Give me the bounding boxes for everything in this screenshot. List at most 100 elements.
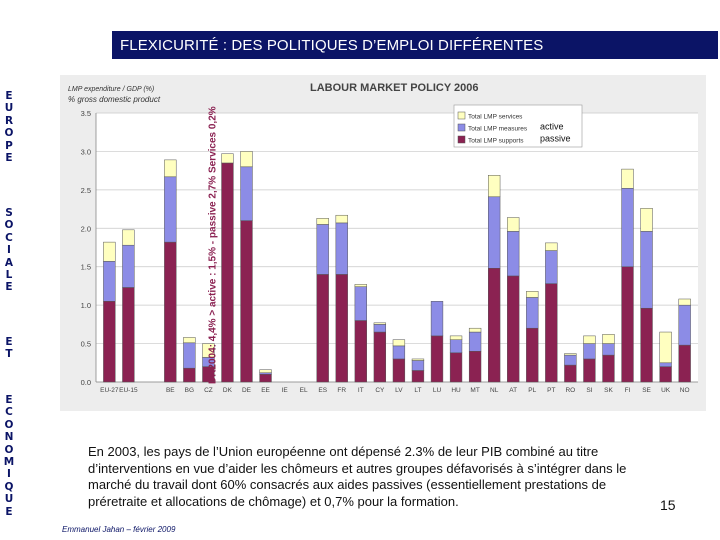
legend-passive-label: passive [540, 134, 571, 144]
side-letter: R [4, 114, 14, 127]
bar-measures [392, 345, 406, 360]
x-tick-label: SI [586, 387, 592, 394]
bar-services [526, 291, 539, 298]
bar-supports [583, 358, 596, 383]
bar-supports [468, 351, 482, 383]
legend-label: Total LMP services [468, 114, 523, 121]
x-tick-label: FI [625, 387, 631, 394]
y-tick-label: 3.0 [81, 147, 91, 156]
bar-measures [354, 286, 367, 321]
bar-supports [602, 354, 615, 383]
x-tick-label: AT [509, 387, 517, 394]
bar-measures [103, 261, 116, 302]
x-tick-label: LU [433, 387, 442, 394]
side-letter: C [5, 231, 13, 244]
bar-measures [468, 331, 482, 352]
legend-label: Total LMP supports [468, 138, 524, 145]
y-tick-label: 1.5 [81, 263, 91, 272]
bar-supports [335, 274, 348, 383]
x-tick-label: EE [261, 387, 270, 394]
legend-box [453, 104, 583, 148]
x-tick-label: IE [282, 387, 289, 394]
bar-measures [335, 222, 348, 275]
y-tick-label: 2.0 [81, 224, 91, 233]
x-tick-label: UK [661, 387, 671, 394]
bar-services [183, 337, 196, 344]
x-tick-label: RO [565, 387, 575, 394]
chart-svg: 0.0 0.5 1.0 1.5 2.0 2.5 3.0 3.5 LMP expenditure … [60, 75, 706, 411]
bar-services [354, 284, 367, 287]
x-tick-label: DE [242, 387, 252, 394]
bar-services [545, 242, 558, 251]
x-tick-label: NL [490, 387, 499, 394]
bar-measures [507, 231, 520, 277]
bar-supports [221, 162, 234, 383]
legend-swatch [457, 111, 466, 120]
side-letter: L [5, 269, 13, 282]
bar-supports [354, 320, 367, 383]
bar-services [640, 208, 653, 232]
bar-supports [564, 364, 577, 383]
bar-services [449, 335, 463, 340]
bar-supports [122, 287, 135, 383]
x-tick-label: DK [223, 387, 233, 394]
x-tick-label: BE [166, 387, 175, 394]
y-tick-label: 0.0 [81, 378, 91, 387]
bar-measures [430, 301, 444, 337]
bar-supports [659, 366, 672, 383]
x-tick-label: CY [375, 387, 385, 394]
side-letter: O [4, 219, 14, 232]
page-number: 15 [660, 497, 676, 513]
author-credit: Emmanuel Jahan – février 2009 [62, 525, 176, 534]
slide-title-bar: FLEXICURITÉ : DES POLITIQUES D’EMPLOI DI… [112, 31, 718, 59]
y-tick-label: 3.5 [81, 109, 91, 118]
legend-active-label: active [540, 122, 564, 132]
bar-supports [526, 327, 539, 383]
bar-measures [545, 250, 558, 284]
side-letter: I [7, 468, 11, 481]
bar-measures [621, 188, 634, 267]
bar-services [259, 369, 272, 374]
side-letter: U [4, 102, 14, 115]
y-tick-label: 2.5 [81, 186, 91, 195]
bar-supports [488, 268, 501, 383]
bar-services [392, 339, 406, 347]
y-axis-label-primary: LMP expenditure / GDP (%) [68, 86, 154, 93]
side-letter: O [4, 443, 14, 456]
side-letter: U [4, 493, 14, 506]
bar-measures [488, 196, 501, 269]
y-tick-label: 1.0 [81, 301, 91, 310]
chart-title: LABOUR MARKET POLICY 2006 [310, 82, 479, 94]
x-tick-label: LV [395, 387, 403, 394]
x-tick-label: IT [358, 387, 364, 394]
bar-supports [678, 344, 691, 383]
x-tick-label: PL [528, 387, 536, 394]
x-tick-label: MT [470, 387, 479, 394]
bar-services [335, 214, 348, 224]
side-letter: T [5, 348, 13, 361]
bar-supports [183, 367, 196, 383]
bar-supports [621, 266, 634, 383]
bar-measures [602, 343, 615, 356]
plot-area [96, 113, 698, 382]
x-tick-label: HU [451, 387, 461, 394]
y-axis-label-secondary: % gross domestic product [68, 95, 161, 104]
bar-supports [103, 301, 116, 383]
legend-swatch [457, 123, 466, 132]
x-tick-label: BG [185, 387, 194, 394]
bar-services [564, 353, 577, 356]
bar-measures [678, 304, 691, 346]
legend-label: Total LMP measures [468, 126, 528, 133]
bar-measures [373, 324, 387, 333]
side-letter: O [4, 127, 14, 140]
bar-services [103, 241, 116, 262]
side-letter: E [5, 336, 13, 348]
y-tick-label: 0.5 [81, 340, 91, 349]
x-tick-label: LT [414, 387, 421, 394]
bar-services [240, 151, 253, 168]
side-letter: E [5, 152, 13, 165]
bar-services [602, 334, 615, 344]
side-letter: E [5, 505, 13, 518]
